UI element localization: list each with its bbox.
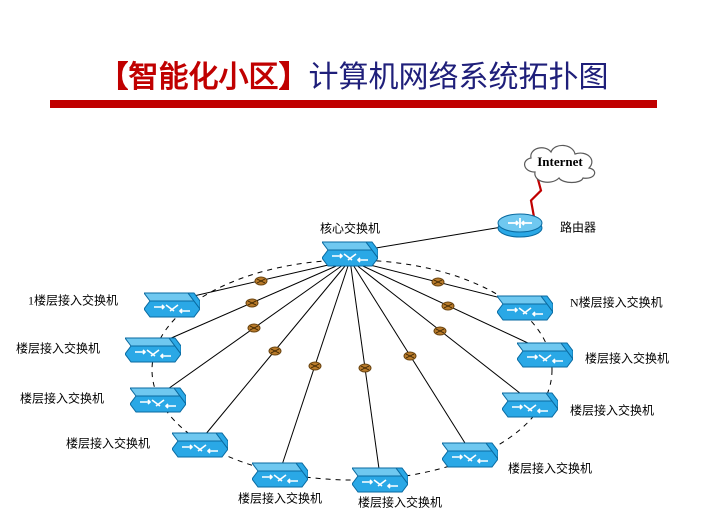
link-splice-icon bbox=[245, 298, 259, 308]
core-switch-icon bbox=[322, 238, 378, 270]
link-splice-icon bbox=[247, 323, 261, 333]
link-splice-icon bbox=[431, 277, 445, 287]
access-switch-icon bbox=[130, 384, 186, 416]
access-switch-icon bbox=[517, 339, 573, 371]
link-splice-icon bbox=[268, 346, 282, 356]
node-label: 楼层接入交换机 bbox=[238, 490, 322, 507]
link-splice-icon bbox=[403, 351, 417, 361]
router-icon bbox=[496, 210, 544, 240]
node-label: 核心交换机 bbox=[320, 220, 380, 237]
access-switch-icon bbox=[442, 439, 498, 471]
page-title: 【智能化小区】计算机网络系统拓扑图 bbox=[0, 52, 707, 96]
access-switch-icon bbox=[172, 429, 228, 461]
node-label: 楼层接入交换机 bbox=[16, 340, 100, 357]
node-label: 路由器 bbox=[560, 219, 596, 236]
internet-cloud-icon: Internet bbox=[515, 136, 605, 184]
node-label: 楼层接入交换机 bbox=[20, 390, 104, 407]
link-splice-icon bbox=[358, 363, 372, 373]
node-label: 楼层接入交换机 bbox=[508, 460, 592, 477]
title-bracket: 【智能化小区】 bbox=[99, 61, 309, 94]
link-splice-icon bbox=[308, 361, 322, 371]
access-switch-icon bbox=[502, 389, 558, 421]
link-splice-icon bbox=[433, 326, 447, 336]
node-label: N楼层接入交换机 bbox=[570, 294, 663, 311]
access-switch-icon bbox=[144, 289, 200, 321]
title-underline-bar bbox=[50, 100, 657, 108]
access-switch-icon bbox=[125, 334, 181, 366]
access-switch-icon bbox=[497, 292, 553, 324]
node-label: 楼层接入交换机 bbox=[66, 435, 150, 452]
link-splice-icon bbox=[441, 301, 455, 311]
title-rest: 计算机网络系统拓扑图 bbox=[309, 61, 609, 94]
access-switch-icon bbox=[252, 459, 308, 491]
node-label: 楼层接入交换机 bbox=[585, 350, 669, 367]
access-switch-icon bbox=[352, 464, 408, 496]
node-label: 1楼层接入交换机 bbox=[28, 292, 118, 309]
node-label: 楼层接入交换机 bbox=[358, 494, 442, 511]
svg-text:Internet: Internet bbox=[537, 154, 583, 169]
link-splice-icon bbox=[254, 276, 268, 286]
node-label: 楼层接入交换机 bbox=[570, 402, 654, 419]
